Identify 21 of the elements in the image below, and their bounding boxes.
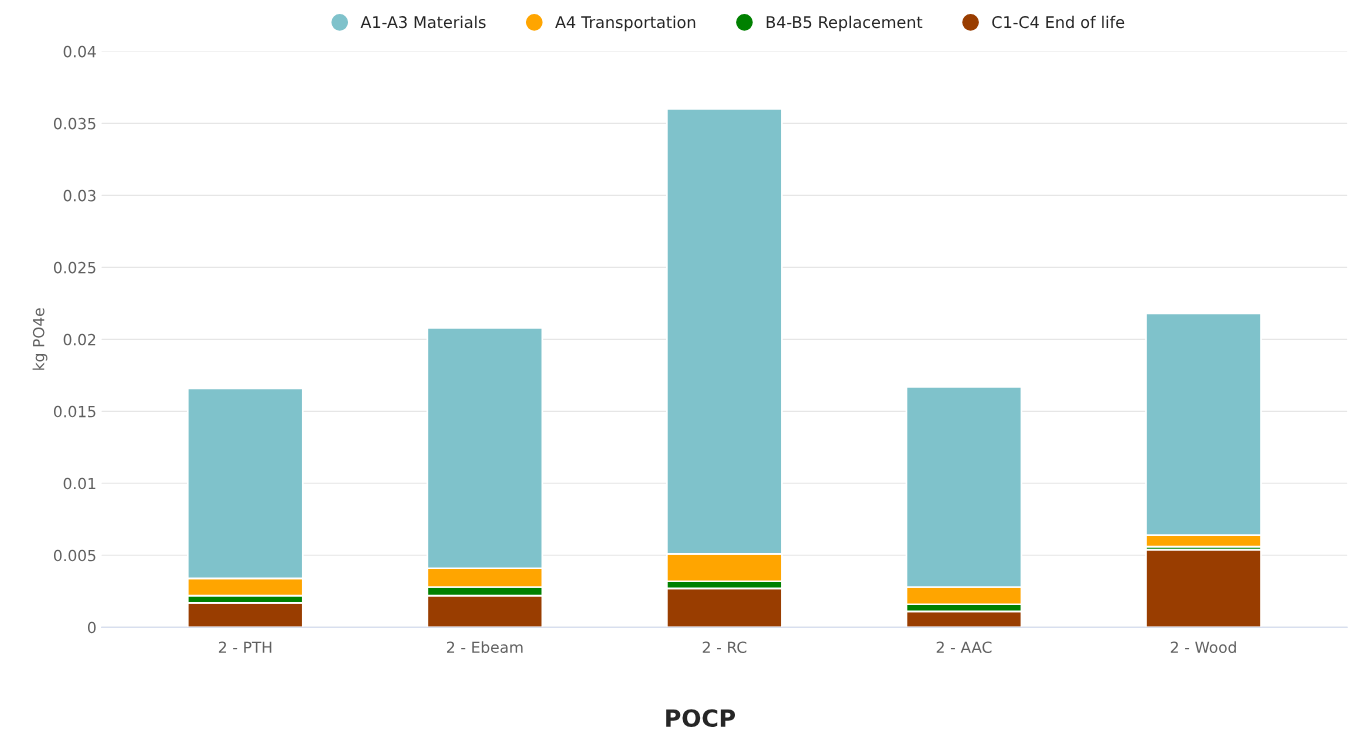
y-tick-label: 0.005 <box>53 549 96 562</box>
x-tick-label: 2 - PTH <box>218 641 272 653</box>
y-tick-label: 0.04 <box>63 45 96 58</box>
legend-label: A1-A3 Materials <box>360 15 486 29</box>
x-tick-label: 2 - Wood <box>1170 641 1236 653</box>
text: POCP <box>666 709 736 728</box>
y-tick-label: 0.015 <box>53 405 96 418</box>
y-tick-label: 0.025 <box>53 261 96 274</box>
x-tick-label: 2 - AAC <box>936 641 992 653</box>
bar <box>1145 548 1262 628</box>
y-tick-label: 0.01 <box>63 477 96 490</box>
legend-label: A4 Transportation <box>555 15 696 32</box>
y-tick-label: 0 <box>87 621 96 634</box>
x-tick-label: 2 - Ebeam <box>446 641 523 653</box>
x-tick-label: 2 - RC <box>702 641 747 653</box>
y-tick-label: 0.035 <box>53 117 96 130</box>
legend-label: C1-C4 End of life <box>992 15 1125 29</box>
y-tick-label: 0.02 <box>63 333 96 346</box>
y-axis-title: kg PO4e <box>32 308 48 370</box>
y-tick-label: 0.03 <box>63 189 96 202</box>
legend-label: B4-B5 Replacement <box>766 15 923 32</box>
